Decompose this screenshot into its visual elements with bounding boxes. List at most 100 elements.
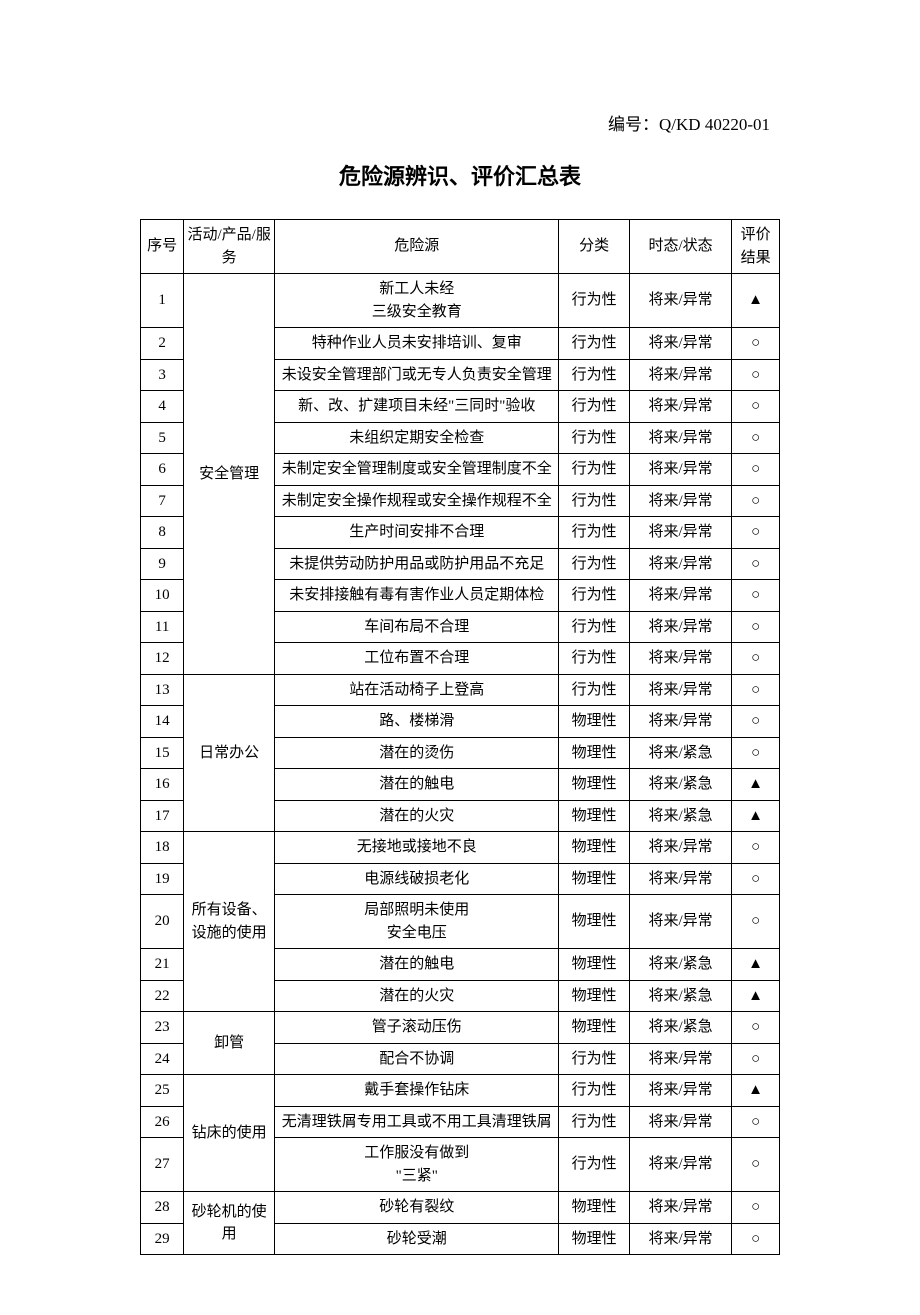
- cell-classification: 行为性: [559, 328, 629, 360]
- cell-seq: 28: [141, 1192, 184, 1224]
- cell-seq: 29: [141, 1223, 184, 1255]
- cell-result: ○: [732, 832, 780, 864]
- cell-result: ○: [732, 485, 780, 517]
- cell-result: ○: [732, 1192, 780, 1224]
- cell-state: 将来/异常: [629, 863, 731, 895]
- cell-state: 将来/异常: [629, 1106, 731, 1138]
- cell-result: ○: [732, 517, 780, 549]
- cell-seq: 13: [141, 674, 184, 706]
- cell-seq: 7: [141, 485, 184, 517]
- cell-seq: 12: [141, 643, 184, 675]
- cell-classification: 物理性: [559, 949, 629, 981]
- cell-classification: 行为性: [559, 391, 629, 423]
- cell-hazard: 车间布局不合理: [275, 611, 559, 643]
- cell-state: 将来/紧急: [629, 1012, 731, 1044]
- cell-hazard: 路、楼梯滑: [275, 706, 559, 738]
- cell-state: 将来/异常: [629, 1138, 731, 1192]
- cell-result: ○: [732, 706, 780, 738]
- cell-hazard: 工作服没有做到 "三紧": [275, 1138, 559, 1192]
- cell-hazard: 局部照明未使用 安全电压: [275, 895, 559, 949]
- cell-state: 将来/紧急: [629, 737, 731, 769]
- cell-hazard: 戴手套操作钻床: [275, 1075, 559, 1107]
- cell-hazard: 砂轮受潮: [275, 1223, 559, 1255]
- cell-classification: 行为性: [559, 454, 629, 486]
- cell-state: 将来/异常: [629, 1075, 731, 1107]
- cell-state: 将来/异常: [629, 580, 731, 612]
- cell-classification: 物理性: [559, 1012, 629, 1044]
- cell-result: ▲: [732, 980, 780, 1012]
- table-row: 18所有设备、设施的使用无接地或接地不良物理性将来/异常○: [141, 832, 780, 864]
- cell-classification: 物理性: [559, 863, 629, 895]
- cell-activity: 日常办公: [184, 674, 275, 832]
- cell-result: ○: [732, 580, 780, 612]
- header-seq: 序号: [141, 220, 184, 274]
- cell-seq: 10: [141, 580, 184, 612]
- table-row: 23卸管管子滚动压伤物理性将来/紧急○: [141, 1012, 780, 1044]
- cell-hazard: 潜在的火灾: [275, 800, 559, 832]
- cell-seq: 22: [141, 980, 184, 1012]
- cell-state: 将来/异常: [629, 274, 731, 328]
- cell-state: 将来/紧急: [629, 769, 731, 801]
- cell-classification: 行为性: [559, 517, 629, 549]
- cell-classification: 物理性: [559, 800, 629, 832]
- cell-seq: 5: [141, 422, 184, 454]
- cell-seq: 16: [141, 769, 184, 801]
- cell-hazard: 特种作业人员未安排培训、复审: [275, 328, 559, 360]
- cell-state: 将来/异常: [629, 674, 731, 706]
- cell-classification: 行为性: [559, 674, 629, 706]
- cell-seq: 4: [141, 391, 184, 423]
- header-activity: 活动/产品/服务: [184, 220, 275, 274]
- cell-hazard: 站在活动椅子上登高: [275, 674, 559, 706]
- cell-hazard: 潜在的火灾: [275, 980, 559, 1012]
- cell-hazard: 未制定安全管理制度或安全管理制度不全: [275, 454, 559, 486]
- cell-seq: 24: [141, 1043, 184, 1075]
- cell-hazard: 配合不协调: [275, 1043, 559, 1075]
- cell-classification: 行为性: [559, 274, 629, 328]
- cell-classification: 行为性: [559, 1138, 629, 1192]
- cell-hazard: 无接地或接地不良: [275, 832, 559, 864]
- cell-state: 将来/异常: [629, 485, 731, 517]
- cell-classification: 行为性: [559, 359, 629, 391]
- cell-classification: 物理性: [559, 769, 629, 801]
- header-result: 评价结果: [732, 220, 780, 274]
- cell-state: 将来/异常: [629, 454, 731, 486]
- cell-hazard: 新、改、扩建项目未经"三同时"验收: [275, 391, 559, 423]
- cell-seq: 27: [141, 1138, 184, 1192]
- cell-seq: 18: [141, 832, 184, 864]
- cell-result: ○: [732, 391, 780, 423]
- cell-seq: 19: [141, 863, 184, 895]
- header-hazard: 危险源: [275, 220, 559, 274]
- cell-classification: 行为性: [559, 580, 629, 612]
- cell-activity: 钻床的使用: [184, 1075, 275, 1192]
- cell-hazard: 无清理铁屑专用工具或不用工具清理铁屑: [275, 1106, 559, 1138]
- cell-state: 将来/异常: [629, 706, 731, 738]
- cell-hazard: 工位布置不合理: [275, 643, 559, 675]
- cell-state: 将来/异常: [629, 391, 731, 423]
- cell-hazard: 新工人未经 三级安全教育: [275, 274, 559, 328]
- cell-classification: 物理性: [559, 1192, 629, 1224]
- cell-seq: 25: [141, 1075, 184, 1107]
- cell-classification: 物理性: [559, 706, 629, 738]
- cell-state: 将来/异常: [629, 643, 731, 675]
- cell-result: ○: [732, 674, 780, 706]
- cell-hazard: 管子滚动压伤: [275, 1012, 559, 1044]
- cell-activity: 安全管理: [184, 274, 275, 675]
- cell-seq: 15: [141, 737, 184, 769]
- cell-hazard: 潜在的触电: [275, 949, 559, 981]
- cell-result: ○: [732, 548, 780, 580]
- cell-result: ○: [732, 328, 780, 360]
- cell-state: 将来/异常: [629, 611, 731, 643]
- cell-result: ○: [732, 895, 780, 949]
- cell-result: ○: [732, 737, 780, 769]
- cell-activity: 砂轮机的使用: [184, 1192, 275, 1255]
- table-row: 1安全管理新工人未经 三级安全教育行为性将来/异常▲: [141, 274, 780, 328]
- cell-classification: 行为性: [559, 1106, 629, 1138]
- cell-state: 将来/异常: [629, 548, 731, 580]
- cell-classification: 物理性: [559, 895, 629, 949]
- header-classification: 分类: [559, 220, 629, 274]
- cell-state: 将来/异常: [629, 517, 731, 549]
- cell-hazard: 潜在的烫伤: [275, 737, 559, 769]
- cell-result: ○: [732, 1012, 780, 1044]
- cell-classification: 行为性: [559, 548, 629, 580]
- cell-result: ▲: [732, 1075, 780, 1107]
